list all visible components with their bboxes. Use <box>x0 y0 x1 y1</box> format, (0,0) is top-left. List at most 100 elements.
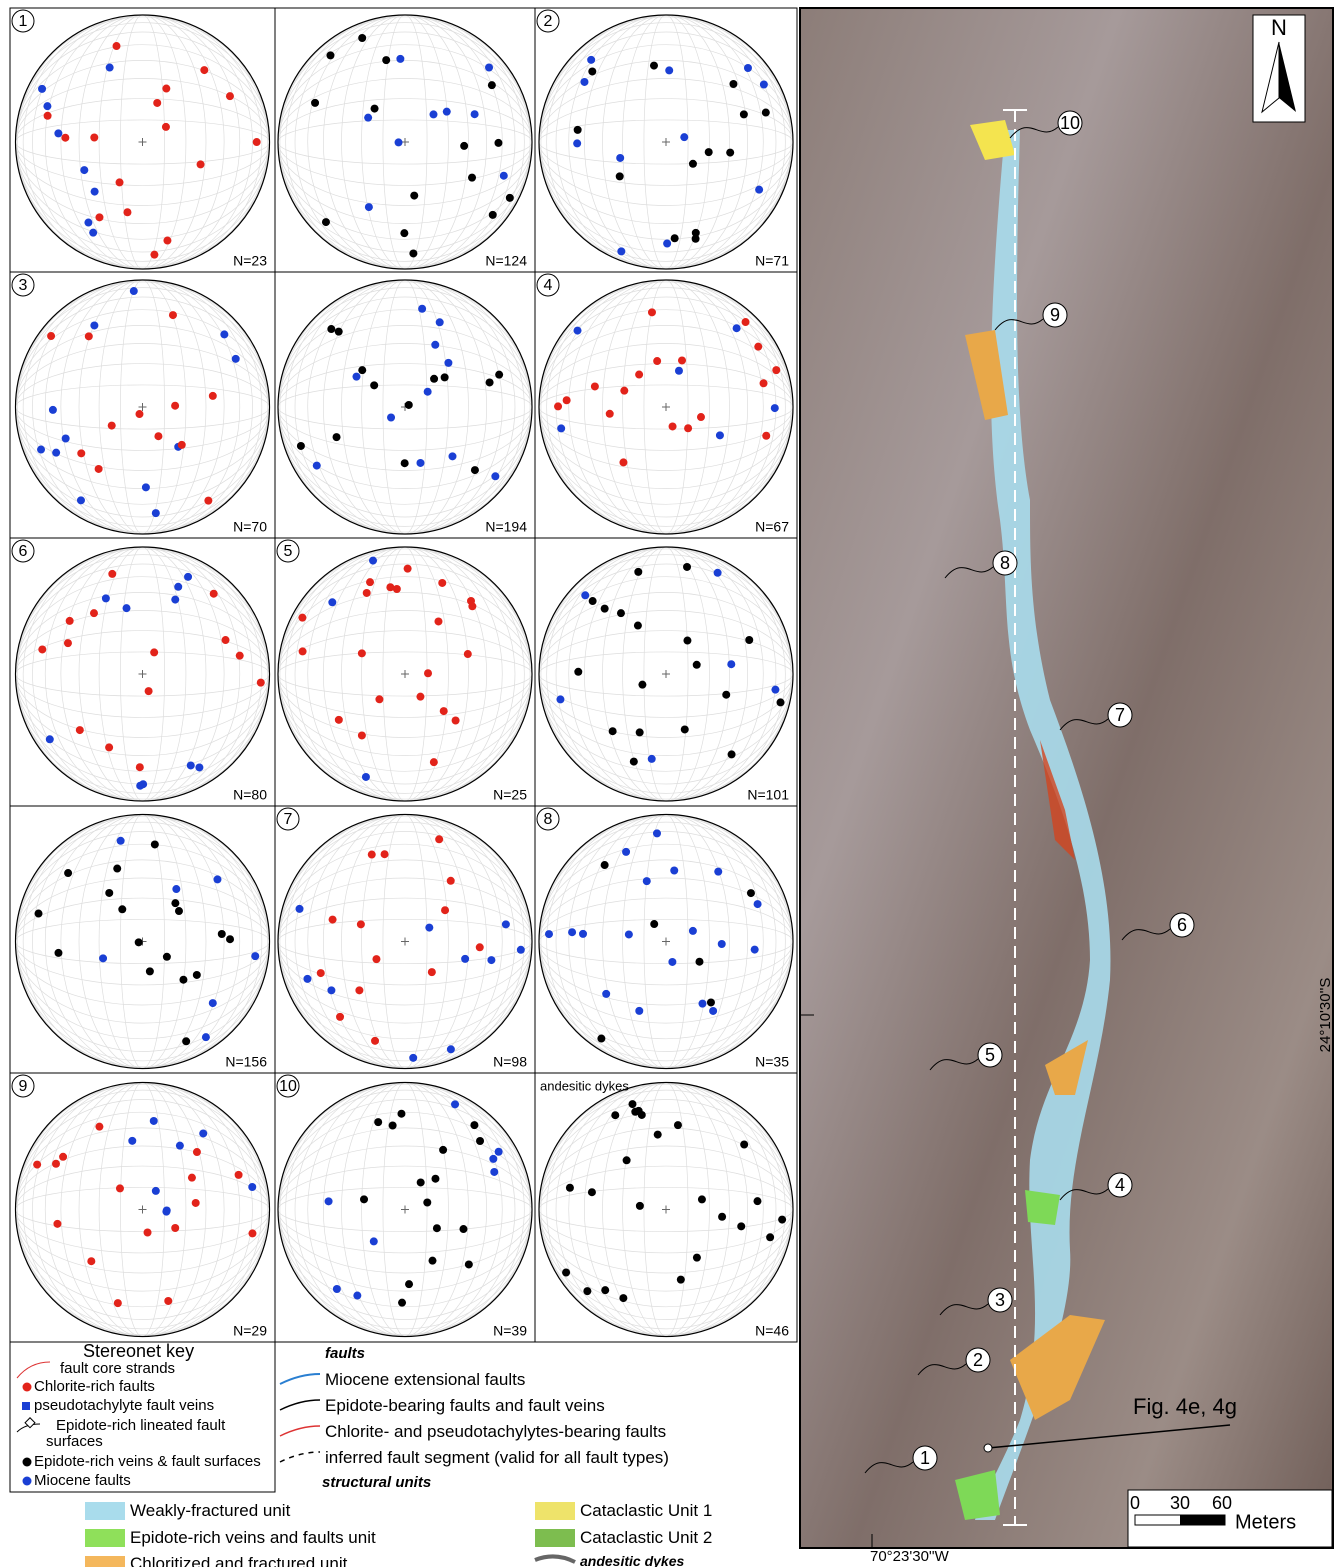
pole-symbol <box>471 110 479 118</box>
pole-symbol <box>728 750 736 758</box>
pole-symbol <box>638 681 646 689</box>
pole-symbol <box>581 591 589 599</box>
pole-symbol <box>232 355 240 363</box>
pole-symbol <box>333 433 341 441</box>
pole-symbol <box>563 396 571 404</box>
pole-symbol <box>146 967 154 975</box>
pole-symbol <box>144 1228 152 1236</box>
pole-symbol <box>33 1161 41 1169</box>
sample-count: N=71 <box>755 253 789 269</box>
pole-symbol <box>130 287 138 295</box>
pole-symbol <box>616 172 624 180</box>
site-label: 3 <box>995 1290 1005 1310</box>
pole-symbol <box>90 133 98 141</box>
pole-symbol <box>374 1118 382 1126</box>
pole-symbol <box>329 916 337 924</box>
pole-symbol <box>459 1225 467 1233</box>
pole-symbol <box>365 203 373 211</box>
pole-symbol <box>176 1142 184 1150</box>
pole-symbol <box>488 81 496 89</box>
pole-symbol <box>117 837 125 845</box>
pole-symbol <box>602 990 610 998</box>
pole-symbol <box>172 885 180 893</box>
pole-symbol <box>471 466 479 474</box>
pole-symbol <box>91 188 99 196</box>
pole-symbol <box>709 1007 717 1015</box>
pole-symbol <box>635 1107 643 1115</box>
pole-symbol <box>52 449 60 457</box>
pole-symbol <box>84 219 92 227</box>
pole-symbol <box>210 590 218 598</box>
pole-symbol <box>751 946 759 954</box>
unit-item: Weakly-fractured unit <box>130 1503 290 1519</box>
pole-symbol <box>336 1013 344 1021</box>
pole-symbol <box>574 327 582 335</box>
site-label: 5 <box>985 1045 995 1065</box>
pole-symbol <box>416 693 424 701</box>
pole-symbol <box>622 848 630 856</box>
unit-item: andesitic dykes <box>580 1553 684 1567</box>
pole-symbol <box>601 861 609 869</box>
stereonet: 1N=23 <box>10 8 275 272</box>
key-item: fault core strands <box>60 1361 175 1377</box>
pole-symbol <box>226 92 234 100</box>
pole-symbol <box>476 943 484 951</box>
site-label: 1 <box>920 1448 930 1468</box>
pole-symbol <box>387 414 395 422</box>
pole-symbol <box>601 1286 609 1294</box>
pole-symbol <box>136 763 144 771</box>
pole-symbol <box>634 622 642 630</box>
site-label: 6 <box>1177 915 1187 935</box>
pole-symbol <box>630 758 638 766</box>
pole-symbol <box>128 1137 136 1145</box>
net-center <box>139 670 147 678</box>
net-center <box>662 403 670 411</box>
pole-symbol <box>425 924 433 932</box>
pole-symbol <box>714 868 722 876</box>
pole-symbol <box>409 249 417 257</box>
pole-symbol <box>740 1140 748 1148</box>
pole-symbol <box>397 1110 405 1118</box>
pole-symbol <box>693 1254 701 1262</box>
stereonet: N=156 <box>10 806 275 1073</box>
pole-symbol <box>218 930 226 938</box>
pole-symbol <box>714 569 722 577</box>
pole-symbol <box>352 373 360 381</box>
pole-symbol <box>62 435 70 443</box>
site-label: 4 <box>1115 1175 1125 1195</box>
fault-item: Epidote-bearing faults and fault veins <box>325 1398 605 1414</box>
pole-symbol <box>740 110 748 118</box>
latitude: 24°10'30''S <box>1317 978 1334 1053</box>
pole-symbol <box>248 1183 256 1191</box>
figure-reference: Fig. 4e, 4g <box>1133 1394 1237 1419</box>
pole-symbol <box>588 1188 596 1196</box>
sample-count: N=23 <box>233 253 267 269</box>
pole-symbol <box>38 85 46 93</box>
pole-symbol <box>108 422 116 430</box>
pole-symbol <box>95 465 103 473</box>
pole-symbol <box>174 583 182 591</box>
key-symbol <box>23 1477 32 1486</box>
pole-symbol <box>368 851 376 859</box>
pole-symbol <box>371 1037 379 1045</box>
site-label: 7 <box>1115 705 1125 725</box>
pole-symbol <box>635 1007 643 1015</box>
pole-symbol <box>123 604 131 612</box>
pole-symbol <box>108 570 116 578</box>
pole-symbol <box>169 311 177 319</box>
pole-symbol <box>64 639 72 647</box>
pole-symbol <box>433 1224 441 1232</box>
pole-symbol <box>588 67 596 75</box>
pole-symbol <box>405 1280 413 1288</box>
panel-label: 8 <box>544 811 553 828</box>
sample-count: N=98 <box>493 1054 527 1070</box>
pole-symbol <box>566 1184 574 1192</box>
pole-symbol <box>77 496 85 504</box>
pole-symbol <box>358 34 366 42</box>
pole-symbol <box>689 160 697 168</box>
pole-symbol <box>726 149 734 157</box>
pole-symbol <box>357 920 365 928</box>
pole-symbol <box>684 424 692 432</box>
pole-symbol <box>371 105 379 113</box>
pole-symbol <box>366 578 374 586</box>
